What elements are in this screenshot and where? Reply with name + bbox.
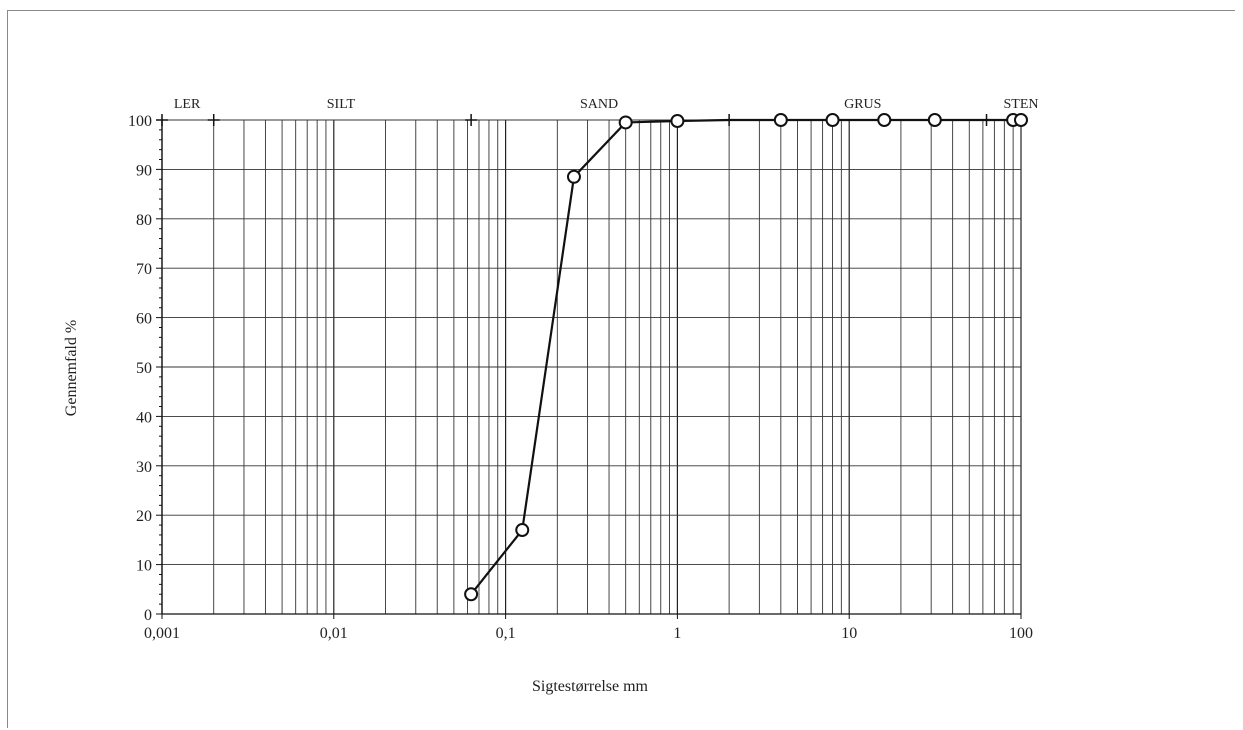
soil-class-label: STEN (1004, 97, 1039, 112)
x-tick-label: 0,1 (496, 625, 516, 642)
soil-class-labels: LER SILT SAND GRUS STEN (156, 97, 1039, 126)
y-tick-label: 40 (136, 409, 152, 426)
y-tick-label: 50 (136, 360, 152, 377)
x-tick-label: 1 (673, 625, 681, 642)
y-tick-label: 70 (136, 261, 152, 278)
y-tick-label: 20 (136, 508, 152, 525)
y-tick-label: 100 (128, 113, 152, 130)
data-point (566, 169, 581, 184)
soil-class-label: SILT (327, 97, 356, 112)
y-tick-label: 60 (136, 311, 152, 328)
soil-class-label: LER (174, 97, 201, 112)
x-tick-label: 100 (1009, 625, 1033, 642)
y-tick-label: 80 (136, 212, 152, 229)
data-point (515, 523, 530, 538)
soil-class-label: SAND (580, 97, 618, 112)
y-tick-label: 30 (136, 459, 152, 476)
y-tick-label: 0 (144, 607, 152, 624)
y-tick-label: 10 (136, 558, 152, 575)
data-point (877, 113, 892, 127)
data-point (773, 113, 788, 127)
chart-frame (7, 10, 1235, 728)
x-tick-label: 0,01 (320, 625, 348, 642)
y-axis-label: Gennemfald % (63, 320, 80, 416)
data-point (1014, 113, 1028, 127)
data-point (618, 115, 633, 130)
axes: 0 10 20 30 40 50 60 70 80 90 100 0,001 0,01 0,1 1 10 100 (128, 113, 1033, 642)
x-tick-label: 10 (841, 625, 857, 642)
series-1 (464, 113, 1028, 602)
data-point (927, 113, 942, 127)
data-point (464, 587, 479, 602)
data-point (825, 113, 840, 127)
soil-class-label: GRUS (844, 97, 881, 112)
x-tick-label: 0,001 (144, 625, 180, 642)
x-axis-label: Sigtestørrelse mm (532, 678, 649, 695)
grid (161, 119, 1022, 615)
series-line (470, 118, 1021, 595)
data-point (670, 113, 685, 128)
y-tick-label: 90 (136, 162, 152, 179)
